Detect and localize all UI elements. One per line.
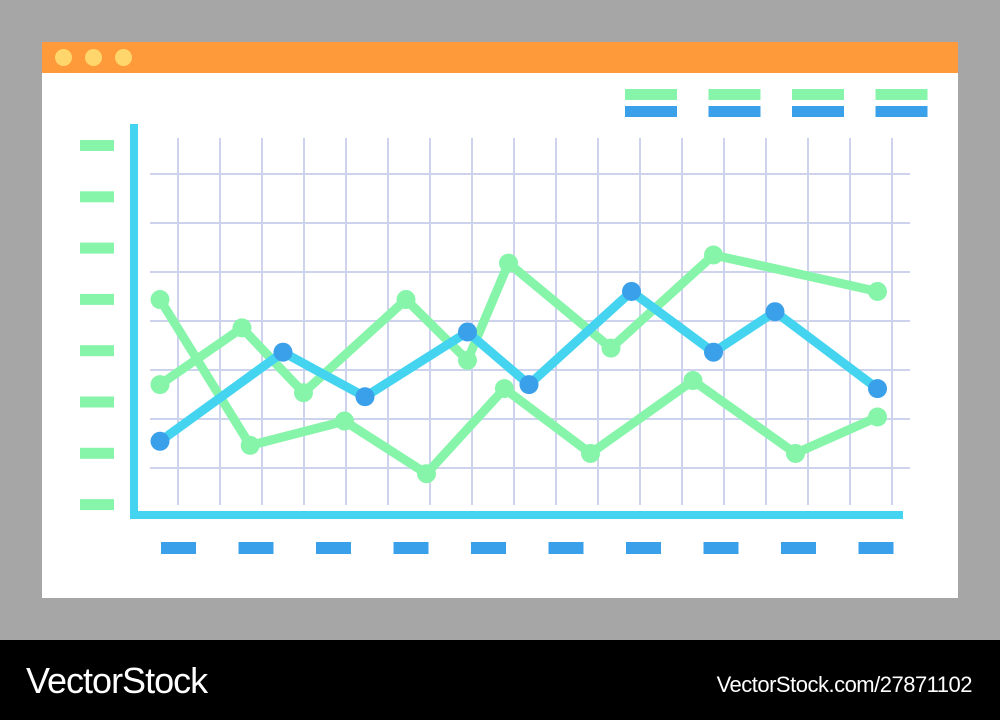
x-tick-label-placeholder xyxy=(316,542,351,554)
window-dot-2[interactable] xyxy=(85,49,102,66)
data-point-series-3 xyxy=(150,290,170,310)
data-point-series-1 xyxy=(868,379,887,399)
data-point-series-1 xyxy=(622,281,641,301)
y-tick-label-placeholder xyxy=(80,499,114,511)
legend-swatch-blue xyxy=(708,106,761,117)
line-chart xyxy=(80,89,928,554)
x-tick-label-placeholder xyxy=(161,542,196,554)
data-point-series-1 xyxy=(150,431,170,451)
data-point-series-3 xyxy=(417,464,436,484)
legend-swatch-blue xyxy=(625,106,677,117)
data-point-series-2 xyxy=(868,281,887,301)
legend-swatch-green xyxy=(792,89,844,100)
y-tick-label-placeholder xyxy=(80,396,114,408)
data-point-series-3 xyxy=(335,411,354,431)
legend-swatch-green xyxy=(875,89,928,100)
data-point-series-1 xyxy=(273,342,293,362)
data-point-series-3 xyxy=(581,443,600,463)
window-dot-3[interactable] xyxy=(115,49,132,66)
image-id-text: VectorStock.com/27871102 xyxy=(716,672,973,697)
window-dot-1[interactable] xyxy=(55,49,72,66)
x-tick-label-placeholder xyxy=(626,542,661,554)
y-tick-label-placeholder xyxy=(80,345,114,357)
x-tick-label-placeholder xyxy=(393,542,429,554)
data-point-series-3 xyxy=(240,435,260,455)
legend-swatch-green xyxy=(708,89,761,100)
x-tick-label-placeholder xyxy=(703,542,739,554)
y-tick-label-placeholder xyxy=(80,293,114,305)
data-point-series-2 xyxy=(150,375,170,395)
legend-swatch-blue xyxy=(875,106,928,117)
y-tick-label-placeholder xyxy=(80,447,114,459)
y-tick-label-placeholder xyxy=(80,191,114,203)
series-line-3 xyxy=(155,295,882,479)
x-tick-label-placeholder xyxy=(548,542,584,554)
data-point-series-1 xyxy=(765,302,785,322)
data-point-series-1 xyxy=(355,387,375,407)
x-tick-label-placeholder xyxy=(858,542,894,554)
data-point-series-3 xyxy=(786,443,805,463)
x-tick-label-placeholder xyxy=(238,542,274,554)
watermark-footer: VectorStock VectorStock.com/27871102 xyxy=(0,640,1000,720)
data-point-series-2 xyxy=(458,350,477,370)
data-point-series-1 xyxy=(458,322,477,342)
legend-swatch-green xyxy=(625,89,677,100)
data-point-series-2 xyxy=(601,338,621,358)
data-point-series-2 xyxy=(704,245,723,265)
data-point-series-2 xyxy=(396,290,416,310)
data-point-series-3 xyxy=(494,379,514,399)
y-tick-label-placeholder xyxy=(80,242,114,254)
x-tick-label-placeholder xyxy=(471,542,506,554)
data-point-series-1 xyxy=(519,375,539,395)
legend-swatch-blue xyxy=(792,106,844,117)
y-tick-label-placeholder xyxy=(80,140,114,151)
data-point-series-1 xyxy=(704,342,723,362)
data-point-series-3 xyxy=(683,371,703,391)
brand-logo-text: VectorStock xyxy=(26,660,208,701)
data-point-series-2 xyxy=(499,253,518,273)
data-point-series-3 xyxy=(868,407,887,427)
data-point-series-2 xyxy=(232,318,252,338)
data-point-series-2 xyxy=(294,383,313,403)
x-tick-label-placeholder xyxy=(781,542,816,554)
window-titlebar xyxy=(42,42,958,73)
